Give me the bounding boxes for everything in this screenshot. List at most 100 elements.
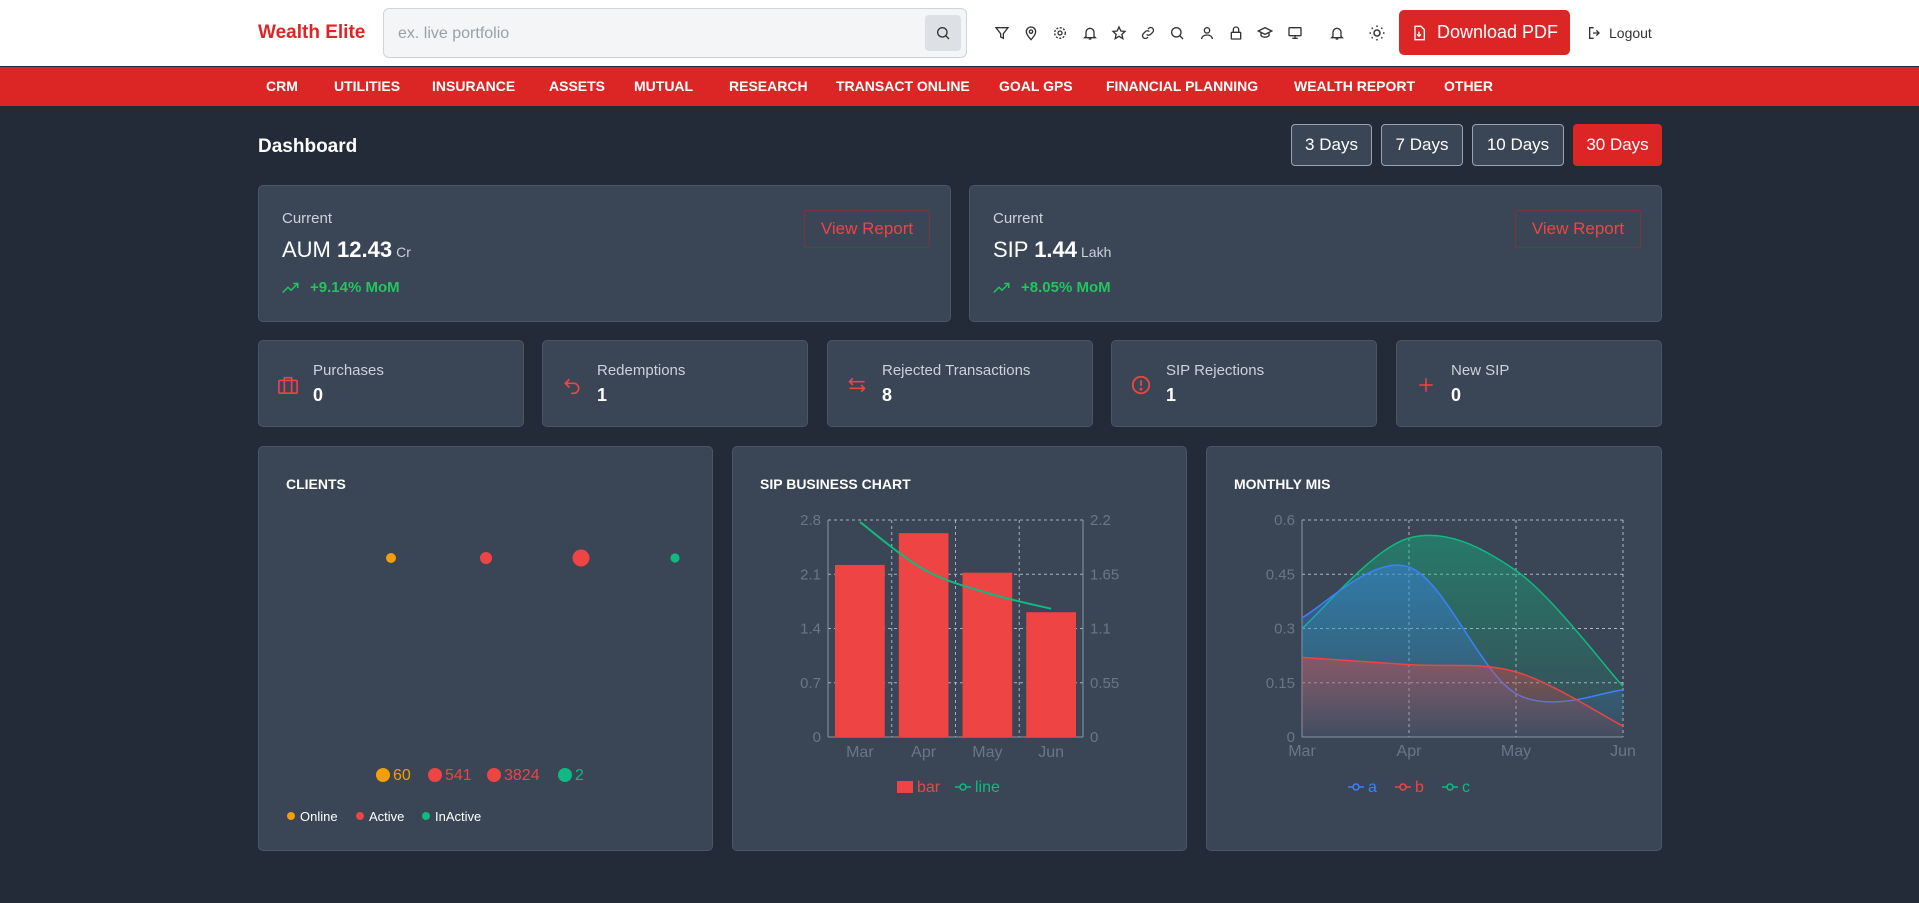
legend-marker — [287, 812, 295, 820]
x-tick-label: Jun — [1610, 743, 1636, 760]
search-box — [383, 8, 967, 58]
series-line — [859, 521, 1052, 610]
toolbar-icons — [987, 22, 1309, 44]
nav-item-research[interactable]: RESEARCH — [729, 78, 808, 94]
search-button[interactable] — [925, 15, 961, 51]
main-nav: CRM UTILITIES INSURANCE ASSETS MUTUAL RE… — [0, 67, 1919, 106]
y-tick-label-right: 1.65 — [1090, 566, 1119, 583]
bar — [835, 564, 885, 737]
plus-icon — [1414, 373, 1438, 397]
sip-trend: +8.05% MoM — [993, 279, 1111, 296]
sip-value: SIP 1.44 Lakh — [993, 237, 1112, 262]
swap-arrows-icon — [845, 373, 869, 397]
aum-trend: +9.14% MoM — [282, 279, 400, 296]
stat-value: 8 — [882, 385, 893, 405]
logout-icon — [1589, 27, 1600, 39]
nav-item-assets[interactable]: ASSETS — [549, 78, 606, 94]
search-icon — [937, 27, 950, 40]
aum-label: Current — [282, 210, 333, 227]
legend-marker — [1446, 783, 1454, 791]
y-tick-label-right: 2.2 — [1090, 512, 1111, 529]
nav-item-transact-online[interactable]: TRANSACT ONLINE — [836, 78, 970, 94]
y-tick-label-left: 2.1 — [800, 566, 821, 583]
bar — [898, 533, 949, 737]
alert-circle-icon — [1129, 373, 1153, 397]
theme-toggle-sun-icon[interactable] — [1366, 22, 1388, 44]
logout-button[interactable]: Logout — [1587, 22, 1652, 44]
stat-value: 0 — [313, 385, 324, 405]
client-count-marker — [428, 768, 442, 782]
legend-label: InActive — [435, 809, 481, 824]
bell-icon[interactable] — [1075, 22, 1104, 44]
client-count-label: 60 — [393, 767, 411, 784]
nav-item-financial-planning[interactable]: FINANCIAL PLANNING — [1106, 78, 1259, 94]
redemptions-card[interactable]: Redemptions 1 — [542, 340, 808, 427]
bar — [1026, 612, 1076, 737]
client-bubble — [670, 553, 680, 563]
range-3-days-button[interactable]: 3 Days — [1291, 124, 1372, 166]
range-30-days-button[interactable]: 30 Days — [1573, 124, 1662, 166]
page-title: Dashboard — [258, 136, 358, 157]
logout-label: Logout — [1609, 25, 1652, 41]
gear-icon[interactable] — [1046, 22, 1075, 44]
user-icon[interactable] — [1192, 22, 1221, 44]
aum-value: AUM 12.43 Cr — [282, 237, 411, 262]
aum-view-report-button[interactable]: View Report — [804, 210, 930, 248]
legend-marker — [897, 781, 913, 793]
stat-value: 1 — [1166, 385, 1177, 405]
y-tick-label: 0.3 — [1274, 621, 1295, 638]
monthly-mis-chart: 0 0.15 0.3 0.45 0.6 Mar Apr May Jun a b c — [1266, 512, 1636, 796]
star-icon[interactable] — [1104, 22, 1133, 44]
nav-item-crm[interactable]: CRM — [266, 78, 298, 94]
monitor-icon[interactable] — [1280, 22, 1309, 44]
notification-bell-icon[interactable] — [1326, 22, 1348, 44]
filter-icon[interactable] — [987, 22, 1016, 44]
sip-business-panel-title: SIP BUSINESS CHART — [760, 476, 911, 492]
nav-item-insurance[interactable]: INSURANCE — [432, 78, 516, 94]
range-7-days-button[interactable]: 7 Days — [1381, 124, 1463, 166]
top-bar: Wealth Elite Download PDF Logout — [0, 0, 1919, 66]
search-icon[interactable] — [1163, 22, 1192, 44]
sip-view-report-button[interactable]: View Report — [1515, 210, 1641, 248]
lock-icon[interactable] — [1221, 22, 1250, 44]
stat-value: 1 — [597, 385, 608, 405]
stat-label: Redemptions — [597, 362, 686, 379]
legend-marker — [959, 783, 967, 791]
client-count-marker — [487, 768, 501, 782]
x-tick-label: Mar — [1288, 743, 1316, 760]
link-icon[interactable] — [1133, 22, 1162, 44]
new-sip-card[interactable]: New SIP 0 — [1396, 340, 1662, 427]
range-10-days-button[interactable]: 10 Days — [1472, 124, 1564, 166]
map-pin-icon[interactable] — [1016, 22, 1045, 44]
sip-business-chart: 0 0.7 1.4 2.1 2.8 0 0.55 1.1 1.65 2.2 Mar Apr May Jun… — [800, 512, 1119, 796]
y-tick-label-left: 0.7 — [800, 675, 821, 692]
y-tick-label: 0 — [1287, 729, 1295, 746]
trending-up-icon — [993, 282, 1010, 293]
app-logo[interactable]: Wealth Elite — [258, 22, 366, 43]
x-tick-label: Apr — [1397, 743, 1423, 760]
nav-item-goal-gps[interactable]: GOAL GPS — [999, 78, 1073, 94]
nav-item-utilities[interactable]: UTILITIES — [334, 78, 401, 94]
legend-label: b — [1415, 779, 1424, 796]
purchases-card[interactable]: Purchases 0 — [258, 340, 524, 427]
nav-item-wealth-report[interactable]: WEALTH REPORT — [1294, 78, 1416, 94]
client-count-label: 541 — [445, 767, 472, 784]
client-count-marker — [376, 768, 390, 782]
y-tick-label-right: 0.55 — [1090, 675, 1119, 692]
y-tick-label: 0.6 — [1274, 512, 1295, 529]
download-pdf-label: Download PDF — [1436, 22, 1559, 42]
legend-label: c — [1462, 779, 1470, 796]
search-input[interactable] — [398, 23, 898, 45]
clients-panel-title: CLIENTS — [286, 476, 346, 492]
sip-rejections-card[interactable]: SIP Rejections 1 — [1111, 340, 1377, 427]
legend-marker — [1399, 783, 1407, 791]
x-tick-label: Apr — [911, 744, 937, 761]
rejected-transactions-card[interactable]: Rejected Transactions 8 — [827, 340, 1093, 427]
download-pdf-button[interactable]: Download PDF — [1399, 10, 1570, 55]
nav-item-other[interactable]: OTHER — [1444, 78, 1493, 94]
client-bubble — [385, 552, 397, 564]
client-count-label: 3824 — [504, 767, 540, 784]
graduation-cap-icon[interactable] — [1251, 22, 1280, 44]
sip-card: Current SIP 1.44 Lakh +8.05% MoM View Rep… — [969, 185, 1662, 322]
nav-item-mutual[interactable]: MUTUAL — [634, 78, 694, 94]
